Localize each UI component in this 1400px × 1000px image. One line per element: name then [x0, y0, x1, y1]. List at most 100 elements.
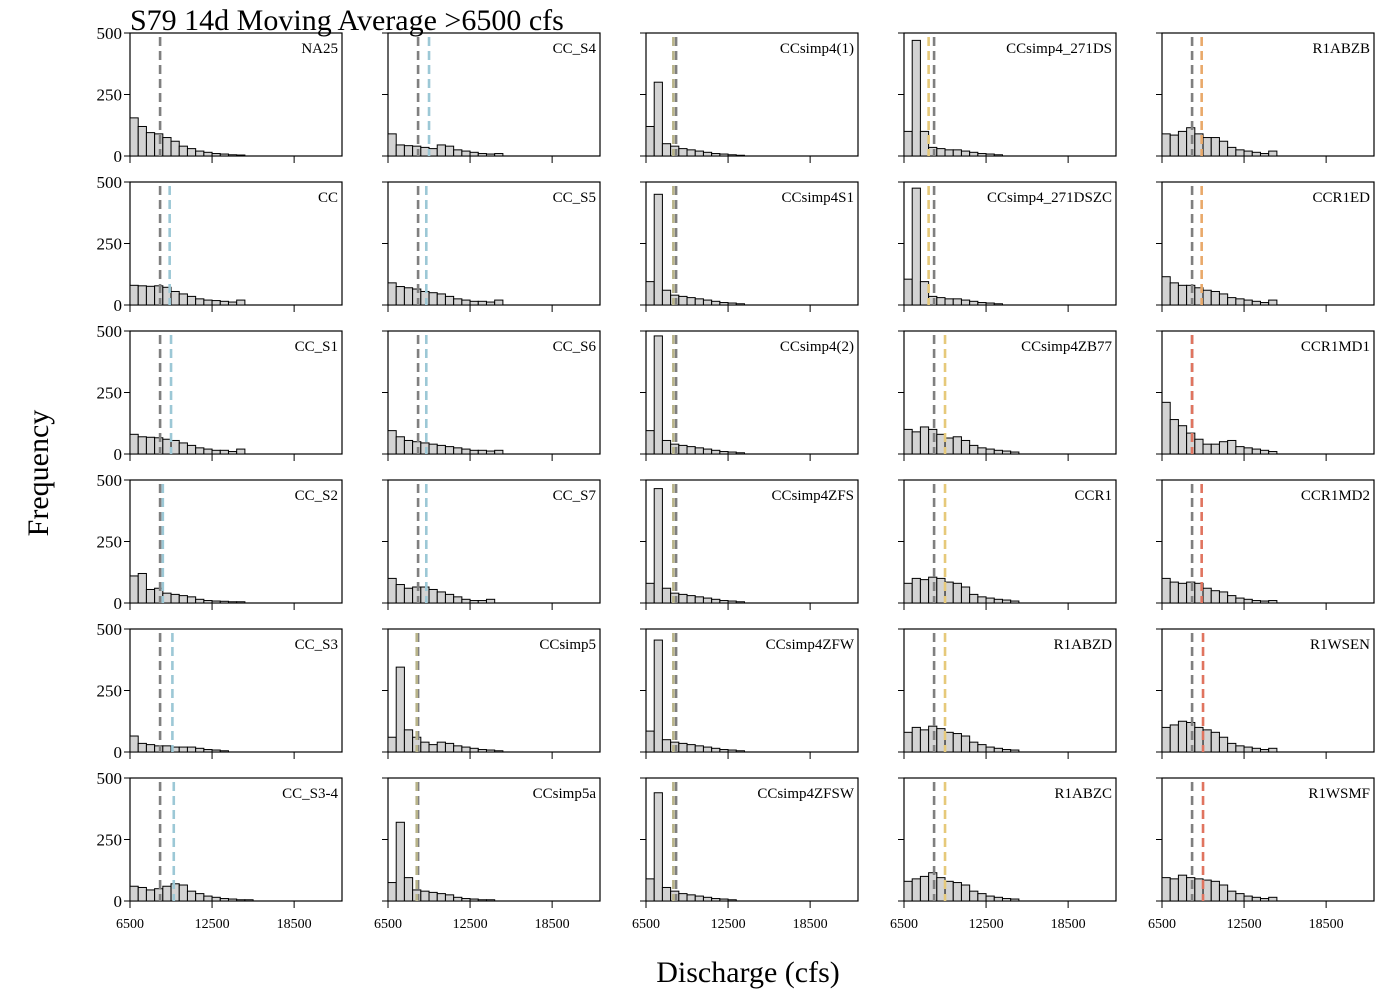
histogram-bar	[178, 293, 188, 306]
histogram-bar	[395, 666, 405, 753]
histogram-bar	[727, 154, 737, 157]
histogram-bar	[911, 431, 921, 455]
histogram-bar	[444, 295, 455, 306]
panel-label: CCsimp4ZB77	[1021, 339, 1112, 355]
histogram-bar	[727, 302, 737, 306]
histogram-bar	[403, 439, 414, 455]
y-tick-label: 0	[114, 594, 123, 613]
histogram-bar	[494, 153, 504, 157]
histogram-bar	[211, 600, 221, 604]
histogram-bar	[461, 448, 471, 455]
histogram-bar	[195, 447, 205, 455]
histogram-bar	[903, 130, 913, 157]
histogram-bar	[928, 576, 938, 604]
histogram-bar	[178, 746, 188, 753]
histogram-bar	[903, 278, 913, 306]
histogram-bar	[211, 896, 221, 902]
histogram-bar	[911, 878, 921, 902]
x-tick-label: 6500	[890, 917, 918, 932]
panel-cc-s5: CC_S5	[382, 181, 601, 312]
histogram-bar	[395, 584, 405, 604]
panel-ccsimp5a: 6500 12500 18500 CCsimp5a	[374, 777, 601, 932]
histogram-bar	[944, 298, 954, 306]
histogram-bar	[1218, 441, 1229, 455]
histogram-bar	[1235, 149, 1245, 157]
panel-label: CCsimp5	[539, 637, 596, 653]
histogram-bar	[1169, 581, 1179, 604]
histogram-bar	[694, 447, 704, 455]
histogram-bar	[719, 302, 729, 306]
panel-r1abzd: R1ABZD	[898, 628, 1117, 759]
histogram-bar	[129, 117, 139, 157]
histogram-bar	[219, 153, 229, 157]
y-tick-label: 250	[97, 86, 123, 105]
histogram-bar	[469, 600, 479, 604]
histogram-bar	[1227, 439, 1237, 455]
x-axis-title: Discharge (cfs)	[656, 956, 840, 989]
histogram-bar	[1251, 448, 1261, 455]
panel-cc-s2: 0 250 500 CC_S2	[97, 471, 343, 613]
panel-label: CCsimp5a	[533, 786, 597, 802]
histogram-bar	[219, 600, 229, 604]
histogram-bar	[969, 300, 979, 306]
panel-label: CC_S1	[295, 339, 338, 355]
histogram-bar	[735, 750, 745, 753]
histogram-bar	[170, 140, 180, 157]
panel-cc-s7: CC_S7	[382, 479, 601, 610]
histogram-bar	[1186, 581, 1196, 604]
histogram-bar	[1202, 587, 1212, 604]
x-tick-label: 6500	[116, 917, 144, 932]
histogram-bar	[1243, 746, 1253, 753]
histogram-bar	[203, 749, 213, 753]
histogram-bar	[952, 582, 962, 604]
histogram-bar	[477, 600, 487, 604]
histogram-bar	[711, 300, 721, 306]
histogram-bar	[928, 725, 938, 753]
histogram-bar	[645, 430, 655, 455]
y-tick-label: 0	[114, 445, 123, 464]
panel-ccsimp4zfs: CCsimp4ZFS	[640, 479, 859, 610]
histogram-bar	[1202, 137, 1212, 157]
histogram-bar	[977, 447, 987, 455]
panel-label: CCR1	[1074, 488, 1112, 504]
histogram-bar	[1210, 290, 1220, 306]
histogram-bar	[1227, 890, 1237, 902]
histogram-bar	[420, 890, 430, 902]
panel-label: CC_S4	[553, 41, 597, 57]
x-tick-label: 18500	[535, 917, 570, 932]
histogram-bar	[178, 145, 188, 157]
histogram-bar	[412, 441, 422, 455]
histogram-bar	[911, 726, 921, 753]
panel-ccsimp4zb77: CCsimp4ZB77	[898, 330, 1117, 461]
histogram-bar	[645, 878, 655, 902]
histogram-bar	[952, 149, 962, 157]
x-tick-label: 18500	[793, 917, 828, 932]
histogram-bar	[154, 133, 164, 157]
panel-cc-s3-4: 0 250 500 6500 12500 18500 CC_S3-4	[97, 769, 343, 932]
histogram-bar	[1251, 896, 1261, 902]
histogram-bar	[420, 442, 430, 455]
histogram-bar	[1235, 597, 1245, 604]
panel-r1abzc: 6500 12500 18500 R1ABZC	[890, 777, 1117, 932]
histogram-bar	[387, 133, 397, 157]
y-tick-label: 500	[97, 173, 123, 192]
histogram-bar	[1243, 598, 1253, 604]
histogram-bar	[1001, 749, 1012, 753]
histogram-bar	[444, 593, 455, 604]
histogram-bar	[1169, 134, 1179, 157]
histogram-bar	[485, 450, 496, 455]
panel-na25: 0 250 500 NA25	[97, 24, 343, 166]
histogram-bar	[993, 896, 1003, 902]
histogram-bar	[1202, 443, 1212, 455]
histogram-bar	[428, 891, 438, 902]
histogram-bar	[403, 877, 414, 902]
panel-label: CCsimp4ZFW	[766, 637, 855, 653]
histogram-bar	[1268, 600, 1278, 604]
histogram-bar	[211, 449, 221, 455]
histogram-bar	[227, 154, 238, 157]
histogram-bar	[1218, 591, 1229, 604]
histogram-bar	[702, 896, 713, 902]
histogram-bar	[1186, 721, 1196, 753]
histogram-bar	[211, 153, 221, 157]
